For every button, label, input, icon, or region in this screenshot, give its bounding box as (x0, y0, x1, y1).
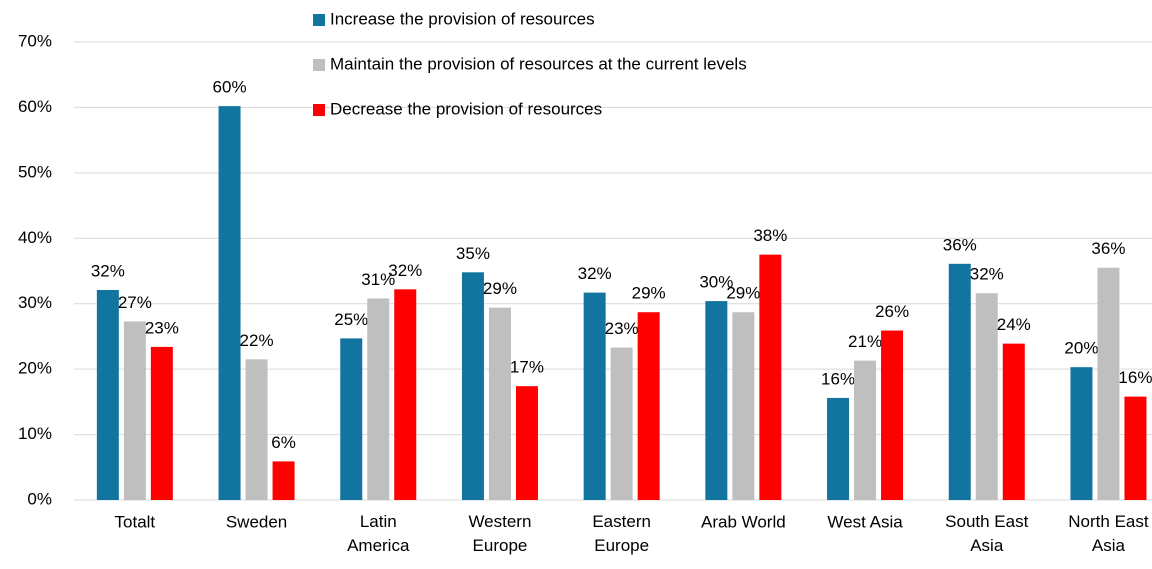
y-tick-label: 60% (18, 97, 52, 116)
data-label: 20% (1064, 339, 1098, 358)
x-tick-label: North East Asia (1068, 512, 1149, 555)
bar (150, 346, 173, 500)
bar (367, 298, 390, 500)
x-tick-label: Latin America (347, 512, 410, 555)
bar (975, 293, 998, 500)
data-label: 17% (510, 358, 544, 377)
bar (854, 360, 877, 500)
y-tick-label: 0% (27, 489, 52, 508)
x-tick-label: Arab World (701, 512, 786, 531)
y-tick-label: 30% (18, 293, 52, 312)
data-label: 6% (271, 433, 296, 452)
data-label: 27% (118, 293, 152, 312)
data-label: 36% (1091, 239, 1125, 258)
legend-label: Maintain the provision of resources at t… (330, 54, 747, 73)
bar (759, 254, 782, 500)
bar (1070, 367, 1093, 500)
bar (827, 397, 850, 500)
bar (637, 312, 660, 500)
x-tick-label: Western Europe (468, 512, 531, 555)
data-label: 32% (970, 265, 1004, 284)
data-label: 29% (483, 279, 517, 298)
data-label: 23% (145, 318, 179, 337)
data-label: 16% (1118, 368, 1152, 387)
bar (1124, 396, 1147, 500)
bar (123, 321, 146, 500)
data-label: 38% (753, 226, 787, 245)
data-label: 36% (943, 235, 977, 254)
bar (515, 386, 538, 500)
legend-label: Decrease the provision of resources (330, 99, 602, 118)
data-label: 31% (361, 270, 395, 289)
data-label: 26% (875, 302, 909, 321)
bar (881, 330, 904, 500)
legend-swatch (313, 104, 325, 116)
data-label: 32% (388, 261, 422, 280)
legend-label: Increase the provision of resources (330, 9, 595, 28)
data-label: 35% (456, 244, 490, 263)
data-label: 23% (605, 319, 639, 338)
legend-swatch (313, 14, 325, 26)
bar (340, 338, 363, 500)
data-label: 30% (699, 273, 733, 292)
y-tick-label: 40% (18, 228, 52, 247)
bar (705, 301, 728, 500)
bar (245, 359, 268, 500)
bar (394, 289, 417, 500)
x-tick-label: South East Asia (945, 512, 1028, 555)
y-tick-label: 20% (18, 359, 52, 378)
data-label: 21% (848, 332, 882, 351)
bar (218, 106, 241, 501)
data-label: 29% (726, 284, 760, 303)
bar (610, 347, 633, 500)
bar (1097, 267, 1120, 500)
x-tick-label: Sweden (226, 512, 287, 531)
bar (461, 272, 484, 500)
data-label: 32% (578, 264, 612, 283)
data-label: 60% (213, 78, 247, 97)
x-tick-label: Totalt (115, 512, 156, 531)
bar (1002, 343, 1025, 500)
y-tick-label: 50% (18, 162, 52, 181)
x-tick-label: West Asia (827, 512, 903, 531)
data-label: 16% (821, 369, 855, 388)
data-label: 22% (240, 331, 274, 350)
bar (488, 307, 511, 500)
data-label: 25% (334, 310, 368, 329)
y-tick-label: 10% (18, 424, 52, 443)
bar (96, 289, 119, 500)
data-label: 24% (997, 315, 1031, 334)
data-label: 32% (91, 261, 125, 280)
legend-swatch (313, 59, 325, 71)
bar (948, 263, 971, 500)
bar (732, 312, 755, 500)
x-tick-label: Eastern Europe (592, 512, 651, 555)
bar (583, 292, 606, 500)
bar (272, 461, 295, 500)
data-label: 29% (632, 284, 666, 303)
y-tick-label: 70% (18, 31, 52, 50)
